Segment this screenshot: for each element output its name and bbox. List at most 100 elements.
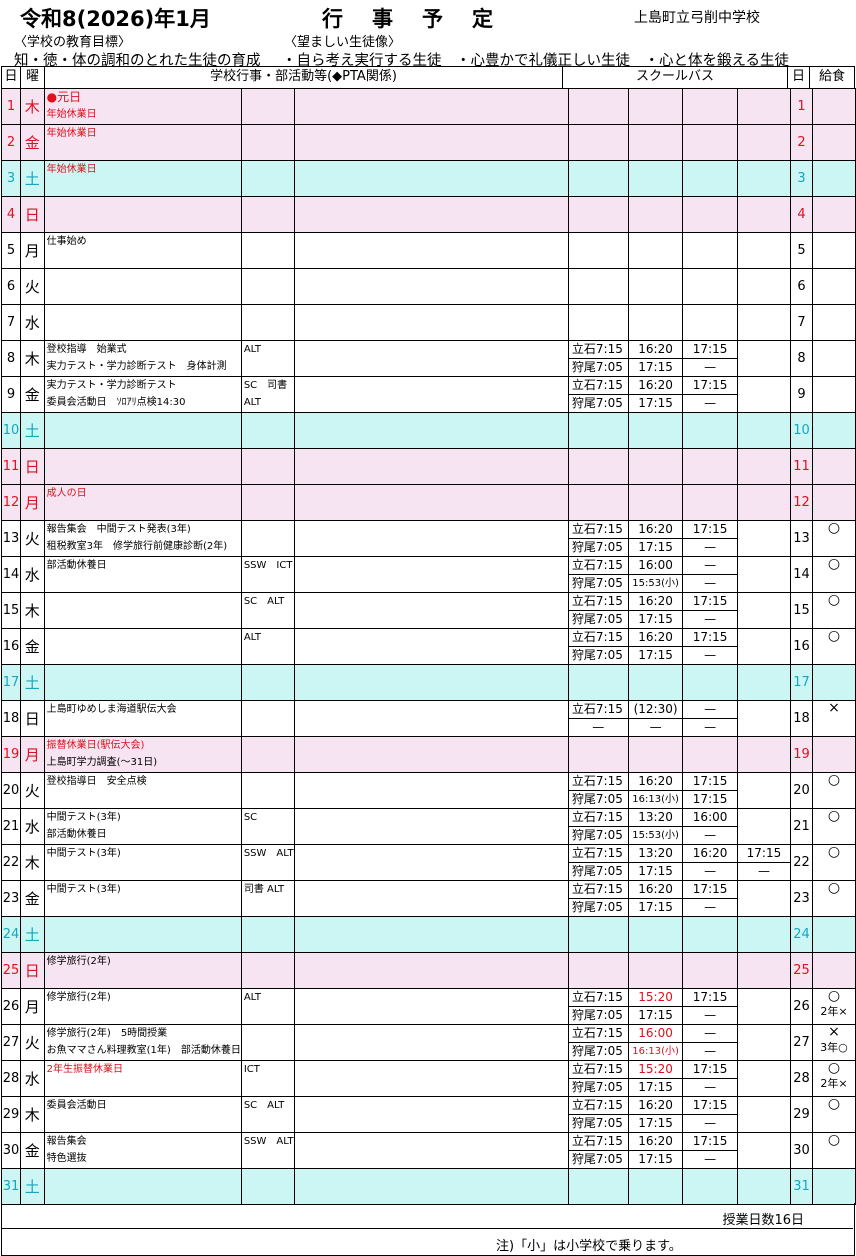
event-cell: ●元日 年始休業日 (43, 88, 242, 125)
event-cell: 2年生振替休業日 (43, 1060, 242, 1097)
bus-time: 17:15 (629, 394, 682, 412)
day-row: 21 水中間テスト(3年) 部活動休養日 SC 立石7:15 狩尾7:05 13:20 15:… (1, 808, 856, 845)
meal-note: 2年× (820, 1005, 848, 1018)
event-cell (43, 196, 242, 233)
bus-time: — (683, 646, 737, 664)
header-divider (787, 66, 788, 88)
bus-cell (627, 916, 684, 953)
bus-cell (682, 1168, 738, 1205)
bus-cell: 17:15 — (682, 1060, 738, 1097)
bus-cell: 立石7:15 狩尾7:05 (567, 844, 629, 881)
header-divider (44, 66, 45, 88)
bus-time-text: 16:20 (638, 342, 673, 356)
bus-time (738, 790, 789, 807)
staff-cell (240, 124, 295, 161)
bus-time-text: 17:15 (638, 1152, 673, 1166)
bus-time: — (683, 898, 737, 916)
bus-time-text: 狩尾7:05 (571, 1080, 623, 1094)
meal-cell (811, 916, 856, 953)
bus-time: — (683, 718, 737, 736)
bus-time: 17:15 (738, 846, 789, 863)
staff-cell (240, 160, 295, 197)
bus-cell: 16:00 16:13(小) (627, 1024, 684, 1061)
staff-cell (240, 520, 295, 557)
header-divider (20, 66, 21, 88)
meal-cell: ○ (811, 520, 856, 557)
bus-time (738, 990, 789, 1007)
bus-cell: 立石7:15 狩尾7:05 (567, 520, 629, 557)
day-row: 22 木中間テスト(3年) SSW ALT 立石7:15 狩尾7:05 13:20 17:1… (1, 844, 856, 881)
bus-time-text: 狩尾7:05 (571, 864, 623, 878)
day-number-right: 11 (790, 448, 813, 485)
notes-cell (293, 808, 569, 845)
day-row: 19 月振替休業日(駅伝大会) 上島町学力調査(～31日) 19 (1, 736, 856, 773)
day-number: 3 (1, 160, 21, 197)
bus-cell: 16:20 17:15 (627, 520, 684, 557)
ideal-label: 〈望ましい生徒像〉 (284, 35, 402, 50)
bus-cell (627, 448, 684, 485)
bus-time-text: (12:30) (633, 702, 678, 716)
meal-cell (811, 448, 856, 485)
day-number: 11 (1, 448, 21, 485)
meal-cell: ○ (811, 556, 856, 593)
meal-mark: ○ (827, 988, 841, 1004)
bus-cell (627, 484, 684, 521)
bus-cell: 16:00 — (682, 808, 738, 845)
bus-cell (736, 592, 792, 629)
bus-time-text: 16:20 (638, 378, 673, 392)
bus-time-text: 16:20 (692, 846, 728, 860)
ideal-text: ・自ら考え実行する生徒 ・心豊かで礼儀正しい生徒 ・心と体を鍛える生徒 (282, 53, 790, 69)
notes-cell (293, 124, 569, 161)
weekday: 日 (19, 700, 45, 737)
bus-time-text: 17:15 (638, 648, 673, 662)
meal-mark: × (828, 1024, 840, 1040)
staff-cell (240, 88, 295, 125)
day-row: 15 木 SC ALT 立石7:15 狩尾7:05 16:20 17:15 17:15—15 ○ (1, 592, 856, 629)
bus-cell (682, 736, 738, 773)
bus-cell: 16:20 17:15 (627, 1132, 684, 1169)
bus-time: 狩尾7:05 (569, 790, 628, 808)
bus-cell: 立石7:15 狩尾7:05 (567, 592, 629, 629)
bus-time: — (683, 574, 737, 592)
staff-cell: SC ALT (240, 1096, 295, 1133)
bus-time-text: 16:20 (638, 1098, 673, 1112)
bus-time: 16:00 (629, 1026, 682, 1043)
day-number-right: 12 (790, 484, 813, 521)
bus-cell: 16:20 — (682, 844, 738, 881)
bus-time: 立石7:15 (569, 810, 627, 827)
bus-time (738, 558, 789, 575)
schedule-table: 1 木 ●元日 年始休業日 1 2 金年始休業日 2 3 土年始休業日 3 4 日 4 5 月仕事始め 5 6 火 6… (1, 88, 856, 1205)
bus-time-text: 17:15 (638, 864, 673, 878)
meal-cell: ○ 2年× (811, 1060, 856, 1097)
meal-cell (811, 268, 856, 305)
bus-time-text: 17:15 (692, 774, 728, 788)
event-text: 中間テスト(3年) (46, 884, 121, 895)
weekday: 土 (19, 664, 45, 701)
bus-time (738, 610, 789, 627)
bus-cell (682, 268, 738, 305)
bus-time: — (683, 610, 737, 628)
bus-time: 16:20 (629, 594, 682, 611)
event-cell: 実力テスト・学力診断テスト 委員会活動日 ｿﾛｱﾘ点検14:30 (43, 376, 242, 413)
bus-cell (627, 124, 684, 161)
header-events: 学校行事・部活動等(◆PTA関係) (210, 69, 397, 84)
notes-cell (293, 1024, 569, 1061)
bus-time-text: — (704, 1044, 717, 1058)
event-text: 修学旅行(2年) 5時間授業 (46, 1028, 168, 1039)
meal-mark: ○ (827, 556, 841, 572)
staff-text: SC ALT (243, 1100, 285, 1111)
bus-time: — (683, 1150, 737, 1168)
goal-label: 〈学校の教育目標〉 (14, 35, 132, 50)
bus-time: 16:20 (629, 522, 682, 539)
weekday: 金 (19, 1132, 45, 1169)
bus-time-text: 立石7:15 (571, 1134, 623, 1148)
bus-cell (736, 1168, 792, 1205)
event-text: 報告集会 中間テスト発表(3年) (46, 524, 191, 535)
bus-time: — (684, 558, 736, 575)
meal-cell: × 3年○ (811, 1024, 856, 1061)
bus-time: — (683, 862, 737, 880)
bus-time: 15:20 (629, 990, 682, 1007)
day-row: 13 火報告集会 中間テスト発表(3年) 租税教室3年 修学旅行前健康診断(2年) 立… (1, 520, 856, 557)
bus-time: 15:20 (629, 1062, 682, 1079)
bus-cell: 立石7:15 狩尾7:05 (567, 880, 629, 917)
